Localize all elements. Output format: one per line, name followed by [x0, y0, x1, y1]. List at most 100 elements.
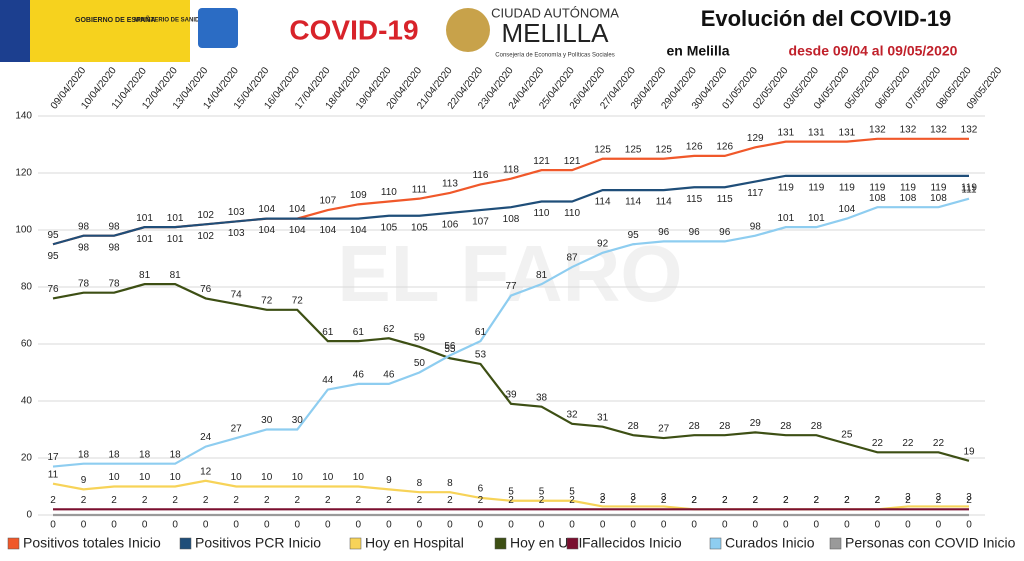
- data-label: 2: [50, 495, 56, 506]
- data-label: 2: [325, 495, 331, 506]
- data-label: 121: [533, 156, 550, 167]
- series-line: [52, 283, 970, 462]
- data-label: 22: [872, 438, 884, 449]
- data-label: 87: [567, 253, 579, 264]
- data-label: 132: [900, 124, 917, 135]
- data-label: 104: [258, 225, 275, 236]
- data-label: 2: [142, 495, 148, 506]
- data-label: 103: [228, 228, 245, 239]
- data-label: 2: [905, 495, 911, 506]
- data-label: 92: [597, 238, 609, 249]
- x-tick-label: 0: [50, 520, 56, 531]
- data-label: 61: [322, 327, 334, 338]
- x-tick-label: 0: [875, 520, 881, 531]
- data-label: 3: [630, 492, 636, 503]
- data-label: 132: [930, 124, 947, 135]
- x-tick-label: 0: [417, 520, 423, 531]
- x-tick-label: 0: [722, 520, 728, 531]
- data-label: 108: [930, 193, 947, 204]
- data-label: 119: [869, 182, 885, 193]
- legend-swatch: [7, 537, 20, 550]
- y-tick-label: 80: [21, 282, 33, 293]
- logo-gobierno: [0, 0, 190, 62]
- data-label: 28: [811, 421, 823, 432]
- x-tick-label: 0: [569, 520, 575, 531]
- data-label: 2: [386, 495, 392, 506]
- data-label: 2: [844, 495, 850, 506]
- x-tick-label: 0: [966, 520, 972, 531]
- data-label: 10: [170, 472, 182, 483]
- data-label: 81: [170, 270, 182, 281]
- data-label: 31: [597, 412, 609, 423]
- data-label: 111: [412, 184, 428, 195]
- x-tick-label: 0: [783, 520, 789, 531]
- data-label: 107: [472, 217, 489, 228]
- logo-text: Consejería de Economía y Políticas Socia…: [495, 53, 614, 59]
- legend-swatch: [349, 537, 362, 550]
- data-label: 102: [197, 210, 214, 221]
- data-label: 119: [900, 182, 916, 193]
- data-label: 28: [719, 421, 731, 432]
- data-label: 2: [875, 495, 881, 506]
- data-label: 55: [444, 344, 456, 355]
- data-label: 109: [350, 190, 367, 201]
- data-label: 3: [936, 492, 942, 503]
- data-label: 9: [386, 475, 392, 486]
- data-label: 103: [228, 207, 245, 218]
- data-label: 2: [630, 495, 636, 506]
- x-tick-label: 0: [356, 520, 362, 531]
- data-label: 125: [655, 144, 672, 155]
- data-label: 28: [689, 421, 701, 432]
- legend-swatch: [179, 537, 192, 550]
- data-label: 8: [417, 478, 423, 489]
- x-tick-label: 0: [600, 520, 606, 531]
- legend-label: Hoy en Hospital: [365, 535, 464, 551]
- chart-subtitle: desde 09/04 al 09/05/2020: [789, 43, 958, 59]
- data-label: 38: [536, 392, 548, 403]
- data-label: 2: [264, 495, 270, 506]
- x-tick-label: 0: [752, 520, 758, 531]
- data-label: 28: [628, 421, 640, 432]
- data-label: 132: [961, 124, 978, 135]
- data-label: 132: [869, 124, 886, 135]
- data-label: 2: [569, 495, 575, 506]
- y-tick-label: 0: [26, 510, 32, 521]
- data-label: 18: [109, 449, 121, 460]
- x-tick-label: 0: [661, 520, 667, 531]
- data-label: 50: [414, 358, 426, 369]
- data-label: 98: [109, 242, 121, 253]
- data-label: 10: [109, 472, 121, 483]
- data-label: 114: [656, 197, 672, 208]
- legend-label: Fallecidos Inicio: [582, 535, 682, 551]
- data-label: 22: [902, 438, 914, 449]
- data-label: 3: [600, 492, 606, 503]
- data-label: 101: [167, 234, 184, 245]
- data-label: 131: [808, 127, 825, 138]
- data-label: 108: [900, 193, 917, 204]
- x-tick-label: 0: [325, 520, 331, 531]
- data-label: 2: [508, 495, 514, 506]
- data-label: 24: [200, 432, 212, 443]
- data-label: 12: [200, 466, 212, 477]
- legend-label: Positivos PCR Inicio: [195, 535, 321, 551]
- data-label: 74: [231, 290, 243, 301]
- data-label: 2: [661, 495, 667, 506]
- data-label: 104: [289, 204, 306, 215]
- data-label: 17: [47, 452, 59, 463]
- x-tick-label: 0: [691, 520, 697, 531]
- data-label: 32: [567, 409, 579, 420]
- y-tick-label: 20: [21, 453, 33, 464]
- series-line: [52, 197, 970, 468]
- data-label: 11: [48, 469, 59, 480]
- data-label: 2: [478, 495, 484, 506]
- data-label: 126: [716, 142, 733, 153]
- data-label: 39: [505, 389, 517, 400]
- data-label: 10: [261, 472, 273, 483]
- data-label: 5: [539, 486, 545, 497]
- x-tick-label: 0: [172, 520, 178, 531]
- data-label: 121: [564, 156, 581, 167]
- logo-eu: [0, 0, 30, 62]
- x-tick-label: 0: [142, 520, 148, 531]
- data-label: 98: [78, 221, 90, 232]
- data-label: 27: [231, 424, 243, 435]
